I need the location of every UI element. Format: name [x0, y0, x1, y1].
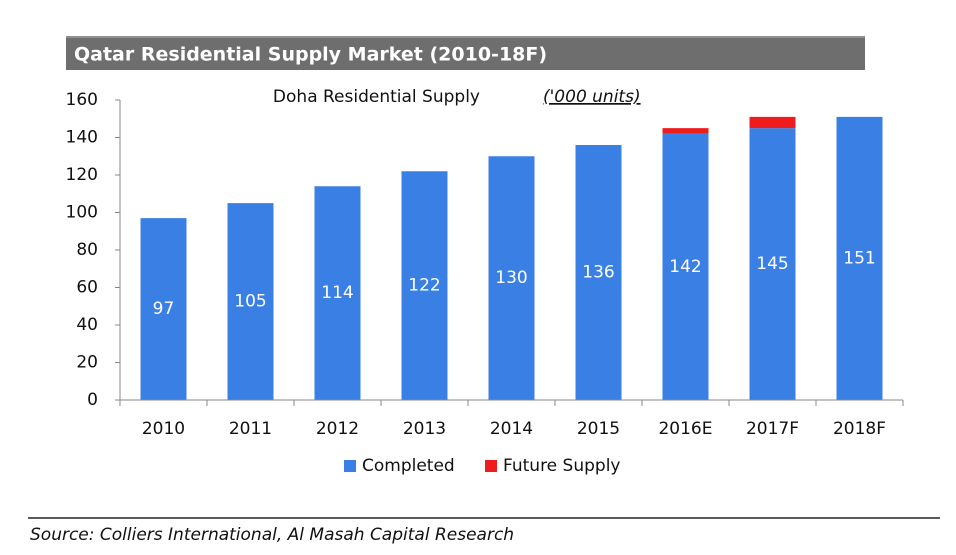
y-tick-label: 160: [66, 90, 98, 110]
legend-label: Completed: [362, 456, 455, 476]
bar-segment: [401, 171, 448, 400]
y-tick-label: 120: [66, 165, 98, 185]
value-label: 114: [321, 283, 353, 303]
bar-segment: [575, 145, 622, 400]
x-tick-label: 2016E: [658, 419, 712, 439]
value-label: 122: [408, 276, 440, 296]
x-tick-label: 2012: [316, 419, 359, 439]
bar-segment: [488, 156, 535, 400]
chart-subtitle-units: ('000 units): [543, 87, 641, 107]
bar-segment: [749, 128, 796, 400]
bar-segment: [749, 116, 796, 129]
value-label: 145: [756, 254, 788, 274]
legend-label: Future Supply: [503, 456, 620, 476]
y-tick-label: 140: [66, 128, 98, 148]
value-label: 136: [582, 263, 614, 283]
value-label: 97: [153, 299, 175, 319]
legend-swatch: [344, 460, 356, 472]
y-tick-label: 80: [76, 240, 98, 260]
x-tick-label: 2010: [142, 419, 185, 439]
y-tick-label: 20: [76, 353, 98, 373]
y-tick-label: 0: [87, 390, 98, 410]
bar-segment: [140, 218, 187, 400]
legend-swatch: [485, 460, 497, 472]
header-title: Qatar Residential Supply Market (2010-18…: [74, 44, 547, 66]
bar-segment: [836, 116, 883, 400]
y-tick-label: 100: [66, 203, 98, 223]
bar-segment: [227, 203, 274, 400]
x-tick-label: 2017F: [746, 419, 799, 439]
value-label: 105: [234, 292, 266, 312]
value-label: 142: [669, 257, 701, 277]
value-label: 130: [495, 268, 527, 288]
x-tick-label: 2013: [403, 419, 446, 439]
value-label: 151: [843, 248, 875, 268]
x-tick-label: 2011: [229, 419, 272, 439]
bar-segment: [314, 186, 361, 400]
header-bar: [66, 38, 865, 70]
x-tick-label: 2018F: [833, 419, 886, 439]
x-tick-label: 2015: [577, 419, 620, 439]
source: Source: Colliers International, Al Masah…: [30, 525, 514, 545]
bar-segment: [662, 128, 709, 134]
x-tick-label: 2014: [490, 419, 533, 439]
chart-subtitle: Doha Residential Supply: [273, 87, 480, 107]
bar-segment: [662, 133, 709, 400]
y-tick-label: 40: [76, 315, 98, 335]
y-tick-label: 60: [76, 278, 98, 298]
